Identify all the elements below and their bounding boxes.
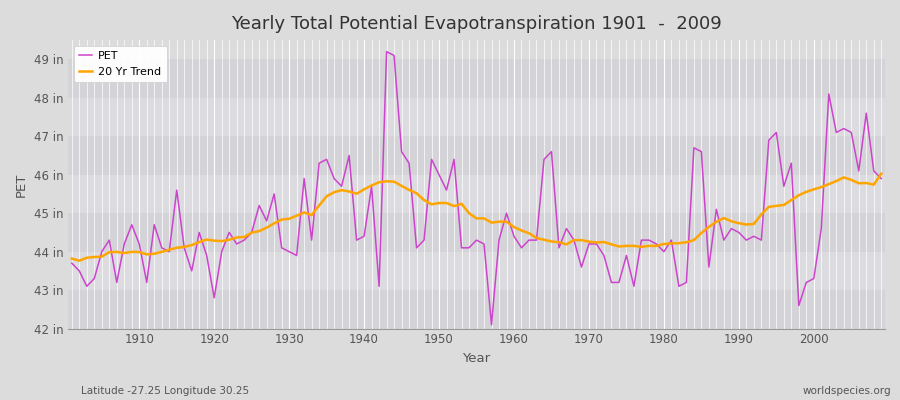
- 20 Yr Trend: [344, 189, 355, 194]
- Line: PET: PET: [72, 52, 881, 325]
- 20 Yr Trend: [74, 258, 85, 263]
- PET: [876, 176, 886, 181]
- 20 Yr Trend: [67, 256, 77, 261]
- Bar: [68, 252, 885, 290]
- Legend: PET, 20 Yr Trend: PET, 20 Yr Trend: [74, 46, 166, 82]
- Bar: [68, 290, 885, 328]
- X-axis label: Year: Year: [463, 352, 491, 365]
- 20 Yr Trend: [876, 171, 886, 176]
- Title: Yearly Total Potential Evapotranspiration 1901  -  2009: Yearly Total Potential Evapotranspiratio…: [231, 15, 722, 33]
- PET: [524, 238, 535, 242]
- PET: [126, 222, 137, 227]
- Text: Latitude -27.25 Longitude 30.25: Latitude -27.25 Longitude 30.25: [81, 386, 249, 396]
- PET: [516, 246, 526, 250]
- PET: [614, 280, 625, 285]
- Y-axis label: PET: PET: [15, 172, 28, 196]
- PET: [486, 322, 497, 327]
- Bar: [68, 175, 885, 213]
- 20 Yr Trend: [134, 250, 145, 254]
- PET: [382, 49, 392, 54]
- Bar: [68, 59, 885, 98]
- Bar: [68, 98, 885, 136]
- Bar: [68, 213, 885, 252]
- Bar: [68, 136, 885, 175]
- Line: 20 Yr Trend: 20 Yr Trend: [72, 174, 881, 261]
- 20 Yr Trend: [606, 242, 616, 247]
- PET: [337, 184, 347, 189]
- PET: [292, 253, 302, 258]
- Text: worldspecies.org: worldspecies.org: [803, 386, 891, 396]
- PET: [67, 261, 77, 266]
- 20 Yr Trend: [299, 210, 310, 215]
- 20 Yr Trend: [508, 225, 519, 230]
- 20 Yr Trend: [516, 228, 526, 233]
